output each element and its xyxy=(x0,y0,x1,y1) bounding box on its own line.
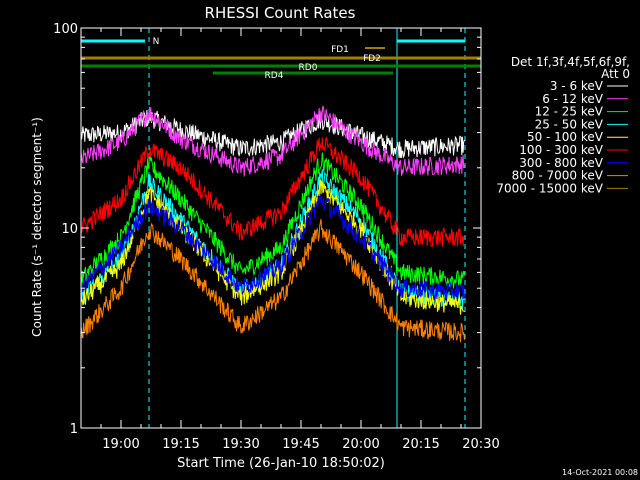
legend-label-8: 7000 - 15000 keV xyxy=(496,181,603,195)
series-line-2 xyxy=(80,152,465,289)
legend-label-1: 6 - 12 keV xyxy=(542,92,604,106)
legend-label-7: 800 - 7000 keV xyxy=(512,169,604,183)
timestamp: 14-Oct-2021 00:08 xyxy=(562,468,638,477)
x-tick-label-5: 20:15 xyxy=(402,437,439,452)
y-tick-label-2: 100 xyxy=(53,22,78,37)
series-line-6 xyxy=(80,194,465,302)
y-axis-label: Count Rate (s⁻¹ detector segment⁻¹) xyxy=(30,117,44,337)
legend: Det 1f,3f,4f,5f,6f,9f, Att 0 3 - 6 keV6 … xyxy=(496,55,630,195)
series-line-1 xyxy=(80,105,465,177)
legend-label-2: 12 - 25 keV xyxy=(535,105,604,119)
legend-header-1: Det 1f,3f,4f,5f,6f,9f, xyxy=(511,55,630,69)
legend-label-4: 50 - 100 keV xyxy=(527,130,604,144)
legend-label-5: 100 - 300 keV xyxy=(519,143,603,157)
legend-header-2: Att 0 xyxy=(601,67,630,81)
bar-label-N: N xyxy=(153,37,160,47)
x-axis-label: Start Time (26-Jan-10 18:50:02) xyxy=(177,456,385,471)
x-tick-label-3: 19:45 xyxy=(282,437,319,452)
x-tick-label-0: 19:00 xyxy=(102,437,139,452)
plot-frame xyxy=(80,27,482,429)
series-line-5 xyxy=(80,136,465,247)
legend-label-6: 300 - 800 keV xyxy=(519,156,603,170)
bar-label-RD0: RD0 xyxy=(299,63,318,73)
legend-label-3: 25 - 50 keV xyxy=(535,117,604,131)
legend-label-0: 3 - 6 keV xyxy=(550,79,604,93)
bar-label-FD2: FD2 xyxy=(363,54,381,64)
axis-ticks: 19:00 19:15 19:30 19:45 20:00 20:15 20:30 1 10 10… xyxy=(53,22,500,452)
bar-label-RD4: RD4 xyxy=(265,71,284,81)
x-tick-label-4: 20:00 xyxy=(342,437,379,452)
bar-label-FD1: FD1 xyxy=(331,45,349,55)
y-tick-label-0: 1 xyxy=(70,422,78,437)
x-tick-label-1: 19:15 xyxy=(162,437,199,452)
x-tick-label-6: 20:30 xyxy=(462,437,499,452)
plot-area xyxy=(80,28,466,428)
series-line-7 xyxy=(80,219,465,343)
series-line-0 xyxy=(80,109,465,159)
y-tick-label-1: 10 xyxy=(61,222,78,237)
attenuator-bars: N FD1 FD2 RD0 RD4 xyxy=(81,37,481,81)
chart-title: RHESSI Count Rates xyxy=(205,4,356,22)
x-tick-label-2: 19:30 xyxy=(222,437,259,452)
